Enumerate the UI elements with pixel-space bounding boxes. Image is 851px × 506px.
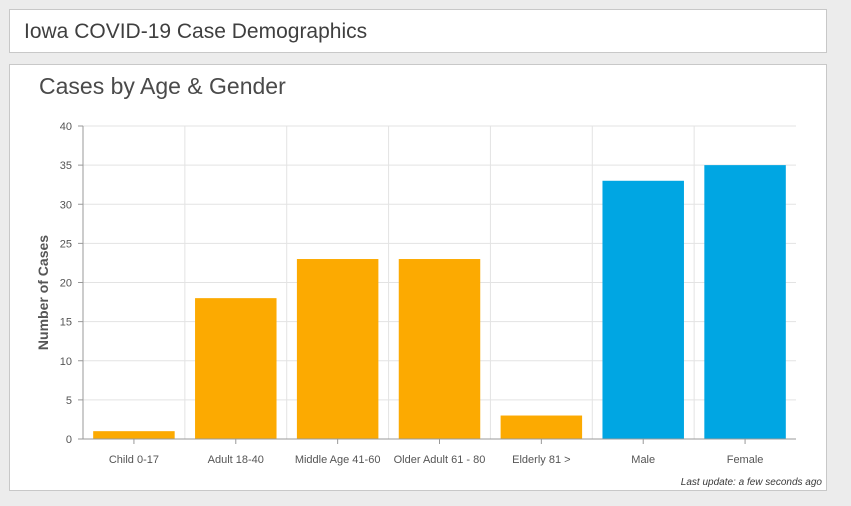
bar bbox=[93, 431, 175, 439]
header-panel: Iowa COVID-19 Case Demographics bbox=[9, 9, 827, 53]
x-tick-label: Child 0-17 bbox=[109, 454, 159, 466]
bar bbox=[602, 180, 684, 439]
x-tick-label: Female bbox=[727, 454, 764, 466]
y-tick-label: 10 bbox=[60, 356, 72, 368]
y-tick-label: 15 bbox=[60, 317, 72, 329]
bar bbox=[195, 298, 277, 439]
y-tick-label: 35 bbox=[60, 160, 72, 172]
chart-panel: Cases by Age & Gender 0 5 10 15 20 25 30 35 40 Ch… bbox=[9, 64, 827, 491]
chart-title: Cases by Age & Gender bbox=[39, 73, 286, 99]
bar bbox=[296, 259, 379, 439]
page-title: Iowa COVID-19 Case Demographics bbox=[24, 20, 368, 43]
bar bbox=[398, 259, 481, 439]
x-tick-label: Older Adult 61 - 80 bbox=[394, 454, 486, 466]
last-update-note: Last update: a few seconds ago bbox=[680, 477, 822, 488]
bar bbox=[500, 415, 583, 439]
bar bbox=[704, 165, 786, 439]
x-tick-label: Middle Age 41-60 bbox=[295, 454, 381, 466]
y-axis-title: Number of Cases bbox=[35, 235, 51, 350]
y-tick-label: 40 bbox=[60, 121, 72, 133]
y-tick-label: 30 bbox=[60, 199, 72, 211]
x-tick-label: Elderly 81 > bbox=[512, 454, 570, 466]
y-tick-label: 25 bbox=[60, 238, 72, 250]
x-tick-label: Male bbox=[631, 454, 655, 466]
y-tick-label: 0 bbox=[66, 434, 72, 446]
y-tick-label: 5 bbox=[66, 395, 72, 407]
y-tick-label: 20 bbox=[60, 278, 72, 290]
x-tick-label: Adult 18-40 bbox=[208, 454, 264, 466]
bar-chart: 0 5 10 15 20 25 30 35 40 Child 0-17 Adult 18-40 Mid… bbox=[35, 121, 796, 466]
